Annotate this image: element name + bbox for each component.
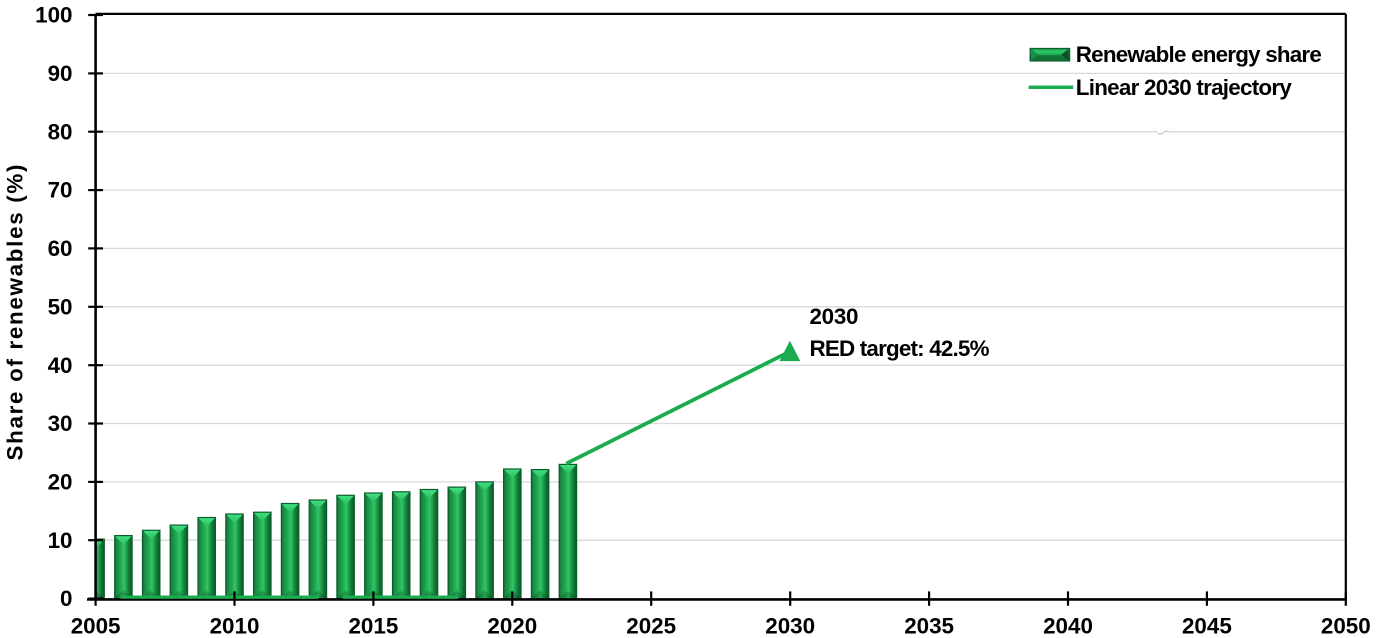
svg-text:2030: 2030: [765, 614, 815, 638]
svg-text:Share of renewables (%): Share of renewables (%): [3, 165, 28, 461]
svg-text:70: 70: [48, 178, 73, 203]
svg-text:60: 60: [48, 236, 73, 261]
svg-text:2030: 2030: [810, 304, 859, 329]
svg-text:2010: 2010: [210, 614, 260, 638]
svg-text:2050: 2050: [1321, 614, 1371, 638]
svg-text:30: 30: [48, 411, 73, 436]
svg-text:Linear 2030 trajectory: Linear 2030 trajectory: [1076, 75, 1293, 100]
svg-text:RED target: 42.5%: RED target: 42.5%: [810, 336, 990, 361]
svg-text:80: 80: [48, 119, 73, 144]
svg-text:2005: 2005: [71, 614, 121, 638]
svg-text:2045: 2045: [1182, 614, 1232, 638]
svg-text:100: 100: [35, 3, 72, 28]
svg-text:2035: 2035: [904, 614, 954, 638]
svg-text:10: 10: [48, 528, 73, 553]
svg-text:40: 40: [48, 353, 73, 378]
svg-text:2040: 2040: [1043, 614, 1093, 638]
svg-text:2025: 2025: [626, 614, 676, 638]
svg-text:20: 20: [48, 470, 73, 495]
svg-text:90: 90: [48, 61, 73, 86]
svg-text:50: 50: [48, 294, 73, 319]
svg-text:0: 0: [60, 586, 72, 611]
svg-text:Renewable energy share: Renewable energy share: [1076, 42, 1322, 67]
svg-text:2020: 2020: [487, 614, 537, 638]
svg-text:2015: 2015: [348, 614, 398, 638]
